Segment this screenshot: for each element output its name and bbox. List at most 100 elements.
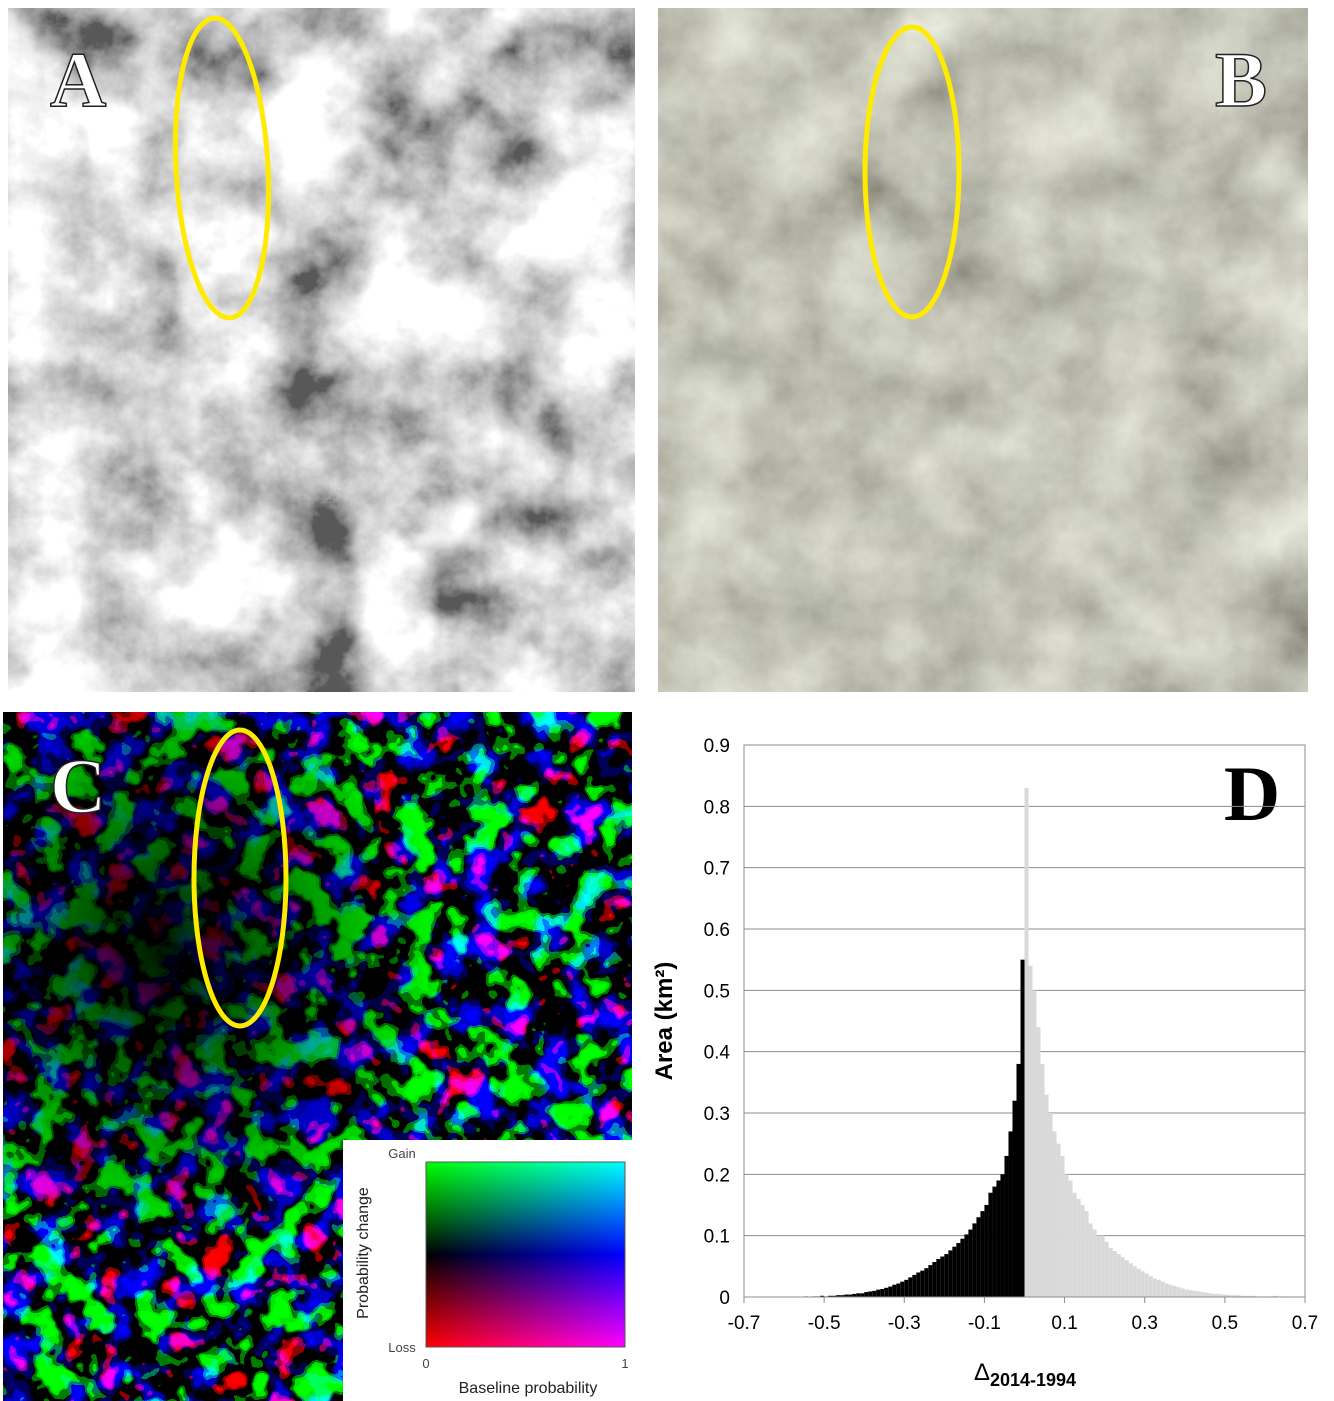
histogram-bar <box>1105 1242 1109 1297</box>
panel-label: B <box>1215 36 1267 123</box>
histogram-bar <box>1061 1156 1065 1297</box>
x-axis-label: Δ2014-1994 <box>974 1359 1076 1390</box>
histogram-bar <box>1137 1269 1141 1297</box>
histogram-bar <box>924 1268 928 1297</box>
histogram-bar <box>1000 1174 1004 1297</box>
histogram-bar <box>920 1271 924 1297</box>
histogram-bar <box>1113 1251 1117 1297</box>
histogram-bar <box>1073 1193 1077 1297</box>
page: A B C Gain Loss 0 1 Baseline probability <box>0 0 1334 1401</box>
histogram-bar <box>1157 1280 1161 1297</box>
histogram-bar <box>1177 1287 1181 1297</box>
histogram-bar <box>916 1272 920 1297</box>
y-tick-label: 0.9 <box>704 736 730 757</box>
histogram-bar <box>880 1289 884 1297</box>
panel-a: A <box>8 8 635 692</box>
y-tick-label: 0.6 <box>704 920 730 941</box>
histogram-bar <box>964 1234 968 1297</box>
histogram-bar <box>988 1193 992 1297</box>
x-tick-label: -0.7 <box>728 1313 761 1334</box>
histogram-bar <box>896 1284 900 1297</box>
histogram-bar <box>872 1291 876 1297</box>
histogram-bar <box>1085 1211 1089 1297</box>
histogram-bar <box>1165 1284 1169 1297</box>
legend-x-title: Baseline probability <box>459 1380 598 1397</box>
histogram-bar <box>956 1243 960 1297</box>
x-axis-label-sub: 2014-1994 <box>990 1370 1076 1390</box>
histogram-bar <box>1193 1291 1197 1297</box>
histogram-bar <box>976 1217 980 1297</box>
histogram-bar <box>1129 1263 1133 1297</box>
histogram-bar <box>948 1250 952 1297</box>
histogram-bar <box>864 1292 868 1297</box>
histogram-bar <box>928 1265 932 1297</box>
x-axis-label-main: Δ <box>974 1359 990 1386</box>
y-tick-label: 0.4 <box>704 1043 731 1064</box>
histogram-bar <box>984 1205 988 1297</box>
histogram-bar <box>932 1262 936 1297</box>
legend-x-max: 1 <box>621 1356 628 1371</box>
histogram-bar <box>1149 1276 1153 1297</box>
panel-c: C Gain Loss 0 1 Baseline probability Pro… <box>3 712 634 1401</box>
histogram-bar <box>1041 1064 1045 1297</box>
histogram-bar <box>944 1254 948 1297</box>
histogram-bar <box>912 1275 916 1297</box>
histogram-bar <box>960 1239 964 1297</box>
x-tick-label: -0.1 <box>968 1313 1001 1334</box>
histogram-bar <box>980 1211 984 1297</box>
histogram-bar <box>1069 1180 1073 1297</box>
histogram-bar <box>1093 1230 1097 1297</box>
x-tick-label: 0.3 <box>1132 1313 1158 1334</box>
x-tick-label: 0.5 <box>1212 1313 1238 1334</box>
figure: A B C Gain Loss 0 1 Baseline probability <box>0 0 1334 1401</box>
histogram-bar <box>940 1257 944 1297</box>
x-tick-label: -0.3 <box>888 1313 921 1334</box>
histogram-bar <box>1209 1293 1213 1297</box>
histogram-bar <box>1121 1257 1125 1297</box>
histogram-bar <box>1201 1292 1205 1297</box>
histogram-bar <box>1057 1144 1061 1297</box>
panel-b: B <box>658 8 1308 692</box>
histogram-bar <box>876 1290 880 1297</box>
y-tick-label: 0.2 <box>704 1165 730 1186</box>
y-tick-label: 0.1 <box>704 1227 730 1248</box>
histogram-bar <box>1008 1131 1012 1297</box>
x-tick-label: 0.7 <box>1292 1313 1318 1334</box>
histogram-bar <box>1089 1223 1093 1297</box>
legend-x-min: 0 <box>422 1356 429 1371</box>
histogram-bar <box>1081 1205 1085 1297</box>
histogram-bar <box>1181 1288 1185 1297</box>
histogram-bar <box>1117 1254 1121 1297</box>
y-tick-label: 0 <box>719 1288 730 1309</box>
panel-label: D <box>1224 750 1280 837</box>
histogram-bar <box>1065 1174 1069 1297</box>
histogram-bar <box>1133 1266 1137 1297</box>
histogram-bar <box>1189 1290 1193 1297</box>
histogram-bar <box>1053 1131 1057 1297</box>
legend-loss: Loss <box>388 1340 416 1355</box>
histogram-bar <box>1173 1286 1177 1297</box>
histogram-bar <box>1037 1027 1041 1297</box>
histogram-bar <box>1125 1260 1129 1297</box>
histogram-bar <box>1109 1248 1113 1297</box>
histogram-bar <box>900 1282 904 1297</box>
histogram-bar <box>860 1293 864 1297</box>
legend-gradient <box>426 1162 625 1347</box>
y-tick-label: 0.3 <box>704 1104 730 1125</box>
histogram-bar <box>1169 1285 1173 1297</box>
histogram-bar <box>1205 1293 1209 1297</box>
y-axis-label: Area (km²) <box>651 962 678 1081</box>
image-b <box>658 8 1308 692</box>
y-tick-label: 0.7 <box>704 859 730 880</box>
histogram-bar <box>904 1280 908 1297</box>
histogram-bar <box>1016 1064 1020 1297</box>
histogram-bar <box>856 1293 860 1297</box>
histogram-bar <box>1025 788 1029 1297</box>
y-tick-label: 0.8 <box>704 797 730 818</box>
histogram-bar <box>992 1187 996 1297</box>
histogram-bar <box>952 1247 956 1297</box>
histogram-bar <box>968 1230 972 1297</box>
histogram-bar <box>1161 1282 1165 1297</box>
histogram-bar <box>1049 1113 1053 1297</box>
histogram-bar <box>884 1288 888 1297</box>
